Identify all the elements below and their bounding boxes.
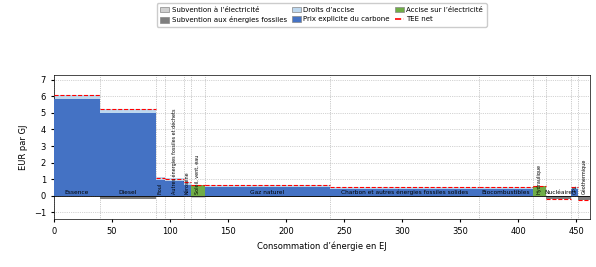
Bar xyxy=(572,189,579,196)
Bar xyxy=(204,187,330,196)
Bar xyxy=(156,180,165,196)
Bar xyxy=(156,177,165,196)
Bar xyxy=(165,178,184,196)
Bar xyxy=(165,181,184,196)
Bar xyxy=(479,189,533,196)
Bar xyxy=(100,196,156,199)
Bar xyxy=(579,196,590,200)
Bar xyxy=(330,187,479,196)
Text: GPL: GPL xyxy=(572,185,578,194)
Y-axis label: EUR par GJ: EUR par GJ xyxy=(19,124,28,170)
Bar xyxy=(204,196,330,197)
Text: Autres énergies fossiles et déchets: Autres énergies fossiles et déchets xyxy=(172,109,177,194)
Bar xyxy=(100,109,156,196)
Bar xyxy=(100,113,156,196)
Text: Charbon et autres énergies fossiles solides: Charbon et autres énergies fossiles soli… xyxy=(341,189,468,195)
X-axis label: Consommation d’énergie en EJ: Consommation d’énergie en EJ xyxy=(257,241,387,251)
Bar xyxy=(191,185,204,196)
Bar xyxy=(546,196,572,199)
Bar xyxy=(184,182,191,196)
Bar xyxy=(204,186,330,196)
Bar xyxy=(54,99,100,196)
Bar xyxy=(330,189,479,196)
Bar xyxy=(165,196,184,197)
Bar xyxy=(191,196,204,198)
Legend: Subvention à l’électricité, Subvention aux énergies fossiles, Droits d’accise, P: Subvention à l’électricité, Subvention a… xyxy=(157,3,487,27)
Text: Kérosène: Kérosène xyxy=(185,172,190,194)
Text: Nucléaire: Nucléaire xyxy=(545,190,573,195)
Bar xyxy=(330,196,479,197)
Text: Essence: Essence xyxy=(65,190,89,195)
Text: Hydraulique: Hydraulique xyxy=(536,164,541,194)
Text: Gaz naturel: Gaz naturel xyxy=(250,190,284,195)
Bar xyxy=(533,186,546,196)
Text: Fioul: Fioul xyxy=(158,183,163,194)
Text: Diesel: Diesel xyxy=(119,190,137,195)
Text: Soleil, vent, eau: Soleil, vent, eau xyxy=(195,155,200,194)
Bar xyxy=(156,196,165,197)
Text: Biocombustibles: Biocombustibles xyxy=(481,190,530,195)
Bar xyxy=(572,187,579,196)
Bar xyxy=(184,185,191,196)
Text: Géothermique: Géothermique xyxy=(582,159,587,194)
Bar xyxy=(479,187,533,196)
Bar xyxy=(54,95,100,196)
